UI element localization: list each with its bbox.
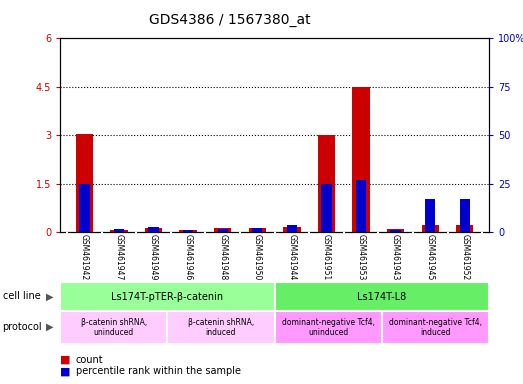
Text: GSM461948: GSM461948: [218, 234, 227, 280]
Bar: [356, 180, 366, 232]
Text: protocol: protocol: [3, 322, 42, 332]
Bar: [353, 87, 370, 232]
Bar: [275, 282, 489, 311]
Text: GDS4386 / 1567380_at: GDS4386 / 1567380_at: [149, 13, 311, 27]
Text: β-catenin shRNA,
uninduced: β-catenin shRNA, uninduced: [81, 318, 147, 337]
Text: ■: ■: [60, 366, 71, 376]
Bar: [248, 228, 266, 232]
Text: GSM461944: GSM461944: [287, 234, 297, 280]
Text: ■: ■: [60, 355, 71, 365]
Bar: [145, 228, 162, 232]
Text: β-catenin shRNA,
induced: β-catenin shRNA, induced: [188, 318, 254, 337]
Text: count: count: [76, 355, 104, 365]
Bar: [321, 184, 332, 232]
Text: GSM461950: GSM461950: [253, 234, 262, 280]
Bar: [79, 184, 89, 232]
Bar: [425, 199, 436, 232]
Text: GSM461952: GSM461952: [460, 234, 469, 280]
Text: Ls174T-L8: Ls174T-L8: [357, 291, 406, 302]
Text: GSM461943: GSM461943: [391, 234, 400, 280]
Text: GSM461951: GSM461951: [322, 234, 331, 280]
Bar: [275, 311, 382, 344]
Bar: [387, 229, 404, 232]
Bar: [283, 227, 301, 232]
Text: percentile rank within the sample: percentile rank within the sample: [76, 366, 241, 376]
Bar: [149, 227, 158, 232]
Bar: [167, 311, 275, 344]
Bar: [252, 228, 263, 232]
Text: GSM461945: GSM461945: [426, 234, 435, 280]
Text: GSM461949: GSM461949: [149, 234, 158, 280]
Text: ▶: ▶: [46, 291, 53, 301]
Bar: [76, 134, 93, 232]
Bar: [456, 225, 473, 232]
Text: GSM461947: GSM461947: [115, 234, 123, 280]
Bar: [60, 311, 167, 344]
Text: cell line: cell line: [3, 291, 40, 301]
Text: GSM461946: GSM461946: [184, 234, 192, 280]
Bar: [318, 136, 335, 232]
Bar: [60, 282, 275, 311]
Bar: [391, 230, 401, 232]
Bar: [214, 228, 231, 232]
Text: ▶: ▶: [46, 322, 53, 332]
Text: GSM461953: GSM461953: [357, 234, 366, 280]
Bar: [218, 229, 228, 232]
Bar: [114, 229, 124, 232]
Text: Ls174T-pTER-β-catenin: Ls174T-pTER-β-catenin: [111, 291, 223, 302]
Text: GSM461942: GSM461942: [80, 234, 89, 280]
Bar: [287, 225, 297, 232]
Text: dominant-negative Tcf4,
uninduced: dominant-negative Tcf4, uninduced: [282, 318, 374, 337]
Bar: [179, 230, 197, 232]
Bar: [382, 311, 489, 344]
Bar: [183, 230, 194, 232]
Bar: [422, 225, 439, 232]
Bar: [110, 230, 128, 232]
Bar: [460, 199, 470, 232]
Text: dominant-negative Tcf4,
induced: dominant-negative Tcf4, induced: [389, 318, 482, 337]
